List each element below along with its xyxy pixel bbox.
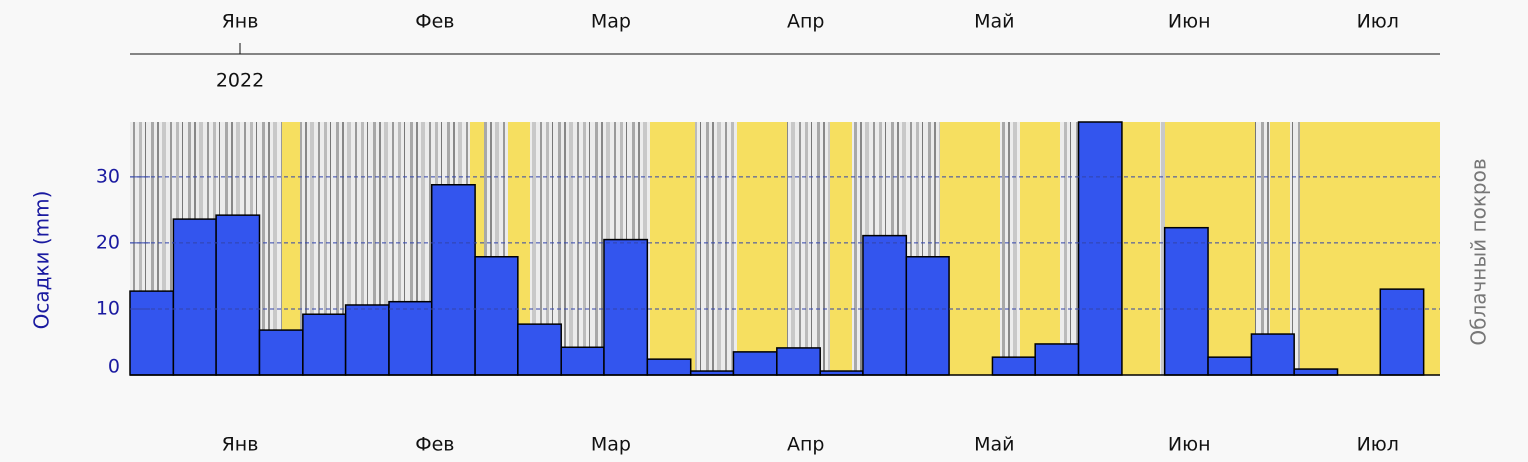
bar	[430, 184, 476, 376]
y-tick-label: 0	[108, 356, 120, 378]
y2-axis-label: Облачный покров	[1467, 158, 1491, 345]
bar	[776, 347, 821, 376]
bar	[517, 323, 562, 376]
bar	[474, 256, 519, 376]
bar	[129, 290, 175, 376]
bar	[603, 238, 649, 376]
x-tick-label: Апр	[787, 434, 824, 456]
bar	[862, 234, 908, 376]
bar	[732, 351, 778, 376]
top-tick-label: Янв	[222, 11, 259, 33]
top-tick-label: Фев	[415, 11, 454, 33]
top-tick-label: Мар	[591, 11, 631, 33]
bar	[991, 356, 1036, 376]
y-axis-label: Осадки (mm)	[30, 191, 54, 330]
bar	[1077, 121, 1123, 376]
x-tick-label: Фев	[415, 434, 454, 456]
bar	[302, 313, 347, 376]
bar	[344, 304, 390, 376]
bar	[1379, 288, 1425, 376]
x-tick-label: Мар	[591, 434, 631, 456]
bar	[905, 256, 950, 376]
year-label: 2022	[216, 70, 264, 92]
bar	[258, 329, 304, 376]
y-tick-label: 30	[96, 165, 120, 187]
bar	[1250, 333, 1295, 376]
bar	[1207, 356, 1253, 376]
bar	[1293, 368, 1339, 376]
top-tick-label: Июн	[1168, 11, 1211, 33]
x-tick-label: Июл	[1357, 434, 1399, 456]
bar	[215, 214, 261, 376]
bar	[1034, 343, 1080, 376]
bar	[560, 346, 605, 376]
x-tick-label: Май	[974, 434, 1014, 456]
top-tick-label: Май	[974, 11, 1014, 33]
top-tick-label: Июл	[1357, 11, 1399, 33]
x-tick-label: Июн	[1168, 434, 1211, 456]
y-tick-label: 20	[96, 231, 120, 253]
bar	[646, 358, 692, 376]
bar	[1163, 226, 1209, 376]
top-tick-label: Апр	[787, 11, 824, 33]
x-tick-label: Янв	[222, 434, 259, 456]
y-tick-label: 10	[96, 297, 120, 319]
bar	[388, 300, 433, 376]
